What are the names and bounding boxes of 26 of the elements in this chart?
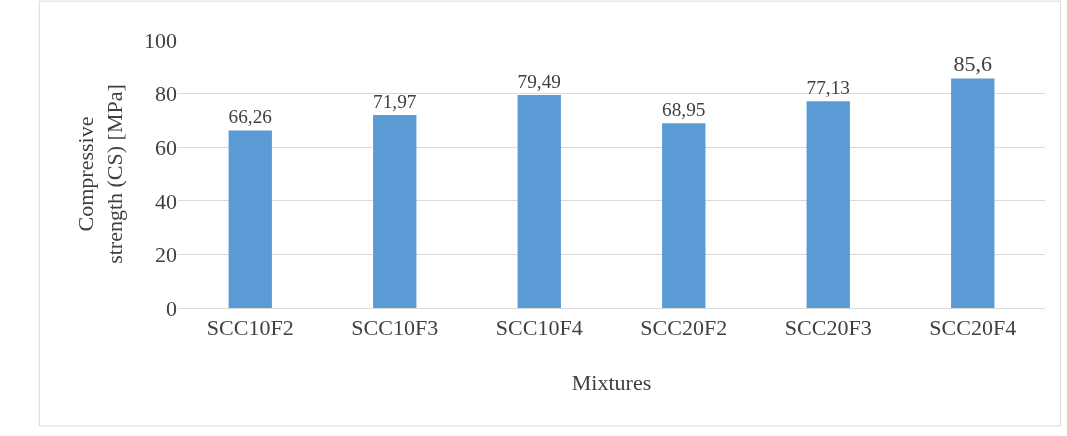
data-label: 71,97 <box>373 90 417 112</box>
bar <box>228 130 272 308</box>
bar <box>373 115 417 308</box>
data-label: 68,95 <box>662 98 706 120</box>
data-label: 77,13 <box>806 76 850 98</box>
bar <box>517 94 561 308</box>
x-tick-label: SCC10F4 <box>495 315 583 341</box>
y-axis-title: Compressive strength (CS) [MPa] <box>73 84 127 264</box>
bar <box>806 101 850 308</box>
x-tick-label: SCC10F3 <box>351 315 439 341</box>
y-tick-label: 40 <box>155 188 177 214</box>
x-axis-title: Mixtures <box>571 370 652 396</box>
bar <box>662 123 706 308</box>
x-tick-label: SCC10F2 <box>206 315 294 341</box>
x-tick-label: SCC20F4 <box>929 315 1017 341</box>
y-tick-label: 20 <box>155 242 177 268</box>
y-tick-label: 100 <box>144 27 177 53</box>
x-tick-label: SCC20F3 <box>784 315 872 341</box>
data-label: 79,49 <box>517 70 561 92</box>
bar <box>951 78 995 308</box>
data-label: 85,6 <box>953 50 993 76</box>
x-tick-label: SCC20F2 <box>640 315 728 341</box>
y-tick-label: 80 <box>155 81 177 107</box>
y-tick-label: 0 <box>166 295 177 321</box>
y-tick-label: 60 <box>155 134 177 160</box>
data-label: 66,26 <box>228 106 273 128</box>
